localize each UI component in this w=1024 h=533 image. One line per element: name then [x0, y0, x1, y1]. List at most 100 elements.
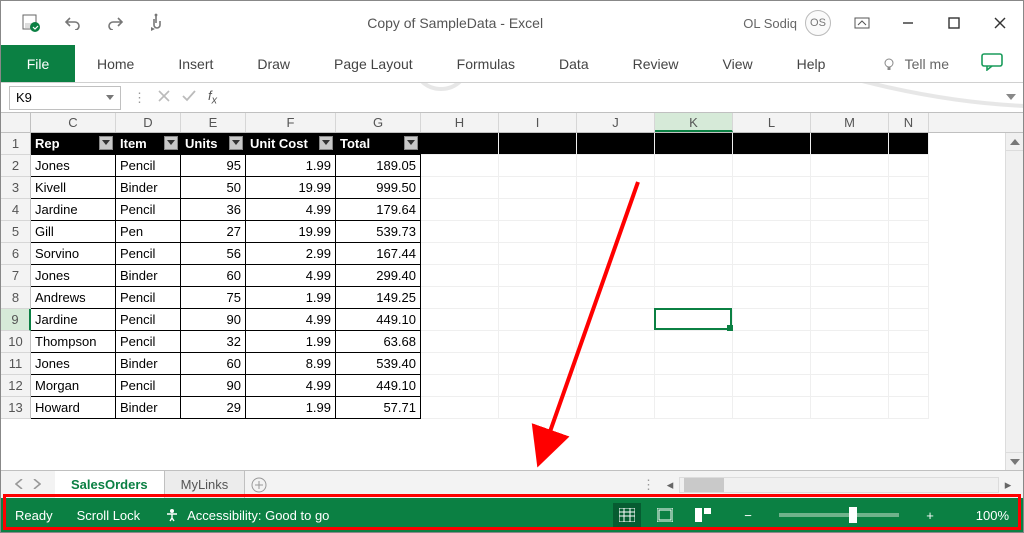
- cell[interactable]: [577, 287, 655, 309]
- cell[interactable]: Thompson: [31, 331, 116, 353]
- cell[interactable]: [889, 353, 929, 375]
- column-header[interactable]: C: [31, 113, 116, 132]
- ribbon-tab-insert[interactable]: Insert: [156, 45, 235, 82]
- cancel-icon[interactable]: [158, 90, 170, 105]
- cell[interactable]: Rep: [31, 133, 116, 155]
- cell[interactable]: [421, 199, 499, 221]
- cell[interactable]: Jones: [31, 155, 116, 177]
- cell[interactable]: 149.25: [336, 287, 421, 309]
- select-all-corner[interactable]: [1, 113, 31, 132]
- zoom-slider[interactable]: [779, 513, 899, 517]
- cell[interactable]: [577, 375, 655, 397]
- cell[interactable]: Jardine: [31, 199, 116, 221]
- cell[interactable]: [421, 221, 499, 243]
- cell[interactable]: [421, 177, 499, 199]
- filter-dropdown-icon[interactable]: [404, 136, 418, 150]
- cell[interactable]: 1.99: [246, 331, 336, 353]
- column-header[interactable]: F: [246, 113, 336, 132]
- maximize-button[interactable]: [931, 7, 977, 39]
- cell[interactable]: Jones: [31, 265, 116, 287]
- sheet-tab-mylinks[interactable]: MyLinks: [165, 471, 246, 498]
- cell[interactable]: 29: [181, 397, 246, 419]
- cell[interactable]: [655, 287, 733, 309]
- row-header[interactable]: 11: [1, 353, 31, 375]
- cell[interactable]: [499, 287, 577, 309]
- ribbon-tab-review[interactable]: Review: [611, 45, 701, 82]
- cell[interactable]: [421, 243, 499, 265]
- cell[interactable]: [421, 331, 499, 353]
- cell[interactable]: 8.99: [246, 353, 336, 375]
- cell[interactable]: 50: [181, 177, 246, 199]
- ribbon-tab-formulas[interactable]: Formulas: [435, 45, 537, 82]
- enter-icon[interactable]: [182, 90, 196, 105]
- ribbon-tab-help[interactable]: Help: [775, 45, 848, 82]
- zoom-out-button[interactable]: −: [741, 508, 755, 523]
- column-header[interactable]: M: [811, 113, 889, 132]
- cell[interactable]: [811, 243, 889, 265]
- cell[interactable]: [499, 353, 577, 375]
- cell[interactable]: Units: [181, 133, 246, 155]
- formula-input[interactable]: [229, 86, 999, 110]
- cell[interactable]: Pencil: [116, 375, 181, 397]
- row-header[interactable]: 5: [1, 221, 31, 243]
- cell[interactable]: 1.99: [246, 155, 336, 177]
- cell[interactable]: [811, 221, 889, 243]
- save-icon[interactable]: [21, 13, 41, 33]
- cell[interactable]: [733, 155, 811, 177]
- ribbon-tab-home[interactable]: Home: [75, 45, 156, 82]
- normal-view-button[interactable]: [613, 503, 641, 527]
- expand-formula-icon[interactable]: [999, 94, 1023, 102]
- column-header[interactable]: K: [655, 113, 733, 132]
- hscroll-left-icon[interactable]: ◂: [661, 477, 679, 493]
- ribbon-tab-draw[interactable]: Draw: [235, 45, 312, 82]
- cell[interactable]: [421, 375, 499, 397]
- cell[interactable]: 449.10: [336, 309, 421, 331]
- file-tab[interactable]: File: [1, 45, 75, 82]
- cell[interactable]: [889, 309, 929, 331]
- row-header[interactable]: 4: [1, 199, 31, 221]
- cell[interactable]: Total: [336, 133, 421, 155]
- zoom-in-button[interactable]: +: [923, 508, 937, 523]
- cell[interactable]: [811, 287, 889, 309]
- cell[interactable]: [889, 221, 929, 243]
- row-header[interactable]: 9: [1, 309, 31, 331]
- cell[interactable]: [421, 265, 499, 287]
- column-header[interactable]: D: [116, 113, 181, 132]
- cell[interactable]: 539.40: [336, 353, 421, 375]
- cell[interactable]: [889, 287, 929, 309]
- cell[interactable]: 36: [181, 199, 246, 221]
- cell[interactable]: [811, 331, 889, 353]
- cell[interactable]: [733, 309, 811, 331]
- cell[interactable]: 299.40: [336, 265, 421, 287]
- cell[interactable]: [499, 265, 577, 287]
- cell[interactable]: Jardine: [31, 309, 116, 331]
- cell[interactable]: [733, 331, 811, 353]
- column-header[interactable]: H: [421, 113, 499, 132]
- cell[interactable]: [733, 221, 811, 243]
- cell[interactable]: 57.71: [336, 397, 421, 419]
- filter-dropdown-icon[interactable]: [229, 136, 243, 150]
- cell[interactable]: Pencil: [116, 309, 181, 331]
- cell[interactable]: 4.99: [246, 199, 336, 221]
- cell[interactable]: Andrews: [31, 287, 116, 309]
- cell[interactable]: [733, 133, 811, 155]
- sheet-prev-icon[interactable]: [15, 477, 23, 492]
- cell[interactable]: Pencil: [116, 243, 181, 265]
- cell[interactable]: Binder: [116, 397, 181, 419]
- cell[interactable]: [889, 375, 929, 397]
- row-header[interactable]: 6: [1, 243, 31, 265]
- column-header[interactable]: I: [499, 113, 577, 132]
- cell[interactable]: [421, 287, 499, 309]
- cell[interactable]: [577, 221, 655, 243]
- cell[interactable]: [889, 265, 929, 287]
- filter-dropdown-icon[interactable]: [164, 136, 178, 150]
- row-header[interactable]: 8: [1, 287, 31, 309]
- cell[interactable]: 75: [181, 287, 246, 309]
- cell[interactable]: Howard: [31, 397, 116, 419]
- name-box[interactable]: K9: [9, 86, 121, 110]
- cell[interactable]: [811, 177, 889, 199]
- cell[interactable]: 999.50: [336, 177, 421, 199]
- cell[interactable]: 4.99: [246, 375, 336, 397]
- tell-me[interactable]: Tell me: [905, 56, 949, 72]
- cell[interactable]: Unit Cost: [246, 133, 336, 155]
